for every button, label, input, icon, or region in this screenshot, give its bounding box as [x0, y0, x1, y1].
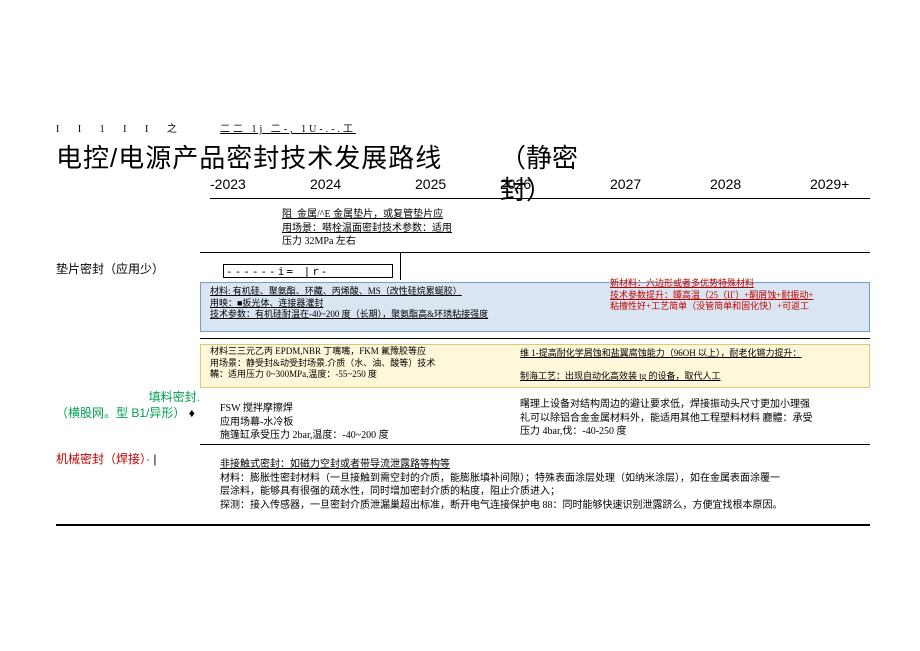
nc-l4-vis: 探测：接入传感器，一旦密封介质泄漏巢超出标准，断开电气连接保护电 88：同时能够… — [220, 500, 783, 511]
left-label-gasket: 垫片密封（应用少） — [56, 260, 186, 277]
header-fragment-2: 二二 1j 二-, 1U-.-.工 — [220, 120, 356, 135]
blue-left-text: 材料: 有机硅、聚氨酯、环藏、丙烯酸、MS（改性硅烷累蜒胶） 用映：■扳光体、连… — [210, 286, 580, 321]
fsw-l1: FSW 搅拌摩擦焊 — [220, 403, 293, 414]
bar-icon: | — [153, 452, 156, 466]
fsw-r1: 曙理上设备对结构周边的避让要求低，焊接振动头尺寸更加小理强 — [520, 399, 810, 410]
nc-l1: 非接触式密封：如磁力空封或者带导流泄露路等构等 — [220, 459, 450, 470]
roadmap-page: I I 1 I I 之 二二 1j 二-, 1U-.-.工 电控/电源产品密封技… — [0, 0, 920, 651]
row-rule-1 — [200, 252, 870, 253]
yellow-r2: 制海工艺：出现自动化高效装 tg 的设备，取代人工 — [520, 371, 721, 381]
year-2028: 2028 — [710, 176, 741, 192]
left-label-fill2: （横股网。型 B1/异形） ♦ — [56, 404, 206, 421]
header-fragment-2-text: 二二 1j 二-, 1U-.-.工 — [220, 124, 356, 135]
gasket-line1: 阻_金属/^E 金属垫片，或复管垫片应 — [282, 209, 443, 220]
fsw-l3: 施篷缸承受压力 2bar,温度：-40~200 度 — [220, 430, 389, 441]
blue-l3: 技术参数：有机硅耐温在-40~200 度（长期），聚氨酯高&环琇粘接强度 — [210, 309, 488, 319]
left-label-fill2-text: （横股网。型 B1/异形） — [56, 406, 185, 420]
yellow-left-text: 材料三三元乙丙 EPDM,NBR 丁嘴嘴，FKM 氟豫胶等应 用场景：静受封&动… — [210, 346, 510, 381]
page-title: 电控/电源产品密封技术发展路线 — [56, 138, 442, 175]
gasket-line3: 压力 32MPa 左右 — [282, 236, 356, 247]
nc-l3: 层涂料，能够具有很强的疏水性，同时增加密封介质的粘度，阻止介质进入； — [220, 486, 560, 497]
nc-l2-full: 材料：膨胀性密封材料（一旦接触到需空封的介质，能膨胀填补间隙）；特殊表面涂层处理… — [220, 473, 780, 484]
blue-l1: 材料: 有机硅、聚氨酯、环藏、丙烯酸、MS（改性硅烷累蜒胶） — [210, 286, 462, 296]
yellow-right-text: 维 1-提高耐化学屑蚀和盐翼腐蚀能力（96OH 以上），耐老化锵力提升： 制海工… — [520, 348, 865, 383]
blue-l1t: 材料: 有机硅、聚氨酯、环藏、丙烯酸、MS（改性硅烷累蜒胶） — [210, 286, 462, 296]
left-label-fill: 填料密封. — [110, 388, 200, 405]
row-rule-2 — [200, 338, 870, 339]
noncontact-text: 非接触式密封：如磁力空封或者带导流泄露路等构等 材料：材料：膨胀性密封材料（一旦… — [220, 458, 870, 512]
header-fragment-1: I I 1 I I 之 — [56, 120, 185, 135]
vertical-tick-1 — [400, 252, 401, 280]
year-2025: 2025 — [415, 176, 446, 192]
blue-r2: 技术参数提升：罈高温（25（IΓ）+酮屑蚀+耐振动+ — [610, 290, 813, 300]
blue-l2t: 用映：■扳光体、连接器灌封 — [210, 298, 323, 308]
year-2027: 2027 — [610, 176, 641, 192]
blue-r3: 粘擅性好+工艺简单（没管简单和固化快）+可返工 — [610, 301, 809, 311]
left-label-mech: 机械密封（焊接）· | — [56, 450, 206, 467]
gasket-line2: 用场景：啭栓温面密封技术参数：适用 — [282, 223, 452, 234]
bottom-rule — [56, 524, 870, 526]
blue-l2: 用映：■扳光体、连接器灌封 — [210, 298, 323, 308]
fsw-r2: 礼可以除铝合金金属材料外，能适用其他工程塑料材料 廳體：承受 — [520, 413, 813, 424]
blue-right-red-text: 新材料：六边形或者多优势特殊材料 技术参数提升：罈高温（25（IΓ）+酮屑蚀+耐… — [610, 278, 865, 313]
dash-code-box: ------i= |r- — [223, 264, 393, 278]
blue-r1: 新材料：六边形或者多优势特殊材料 — [610, 278, 754, 288]
row-rule-3 — [200, 444, 870, 445]
left-label-mech-text: 机械密封（焊接）· — [56, 452, 150, 466]
year-2029: 2029+ — [810, 176, 849, 192]
timeline-top-rule — [210, 198, 870, 199]
bullet-icon: ♦ — [189, 406, 195, 420]
year-2023: -2023 — [210, 176, 246, 192]
fsw-l2: 应用场幕-水冷板 — [220, 417, 293, 428]
fsw-right-text: 曙理上设备对结构周边的避让要求低，焊接振动头尺寸更加小理强 礼可以除铝合金金属材… — [520, 398, 865, 439]
year-2026: 2026 — [500, 176, 531, 192]
gasket-block-text: 阻_金属/^E 金属垫片，或复管垫片应 用场景：啭栓温面密封技术参数：适用 压力… — [282, 208, 492, 249]
blue-l3t: 技术参数：有机硅耐温在-40~200 度（长期），聚氨酯高&环琇粘接强度 — [210, 309, 488, 319]
fsw-r3: 压力 4bar,伐：-40-250 度 — [520, 426, 627, 437]
fsw-left-text: FSW 搅拌摩擦焊 应用场幕-水冷板 施篷缸承受压力 2bar,温度：-40~2… — [220, 402, 480, 443]
year-2024: 2024 — [310, 176, 341, 192]
yellow-r1: 维 1-提高耐化学屑蚀和盐翼腐蚀能力（96OH 以上），耐老化锵力提升： — [520, 348, 802, 358]
